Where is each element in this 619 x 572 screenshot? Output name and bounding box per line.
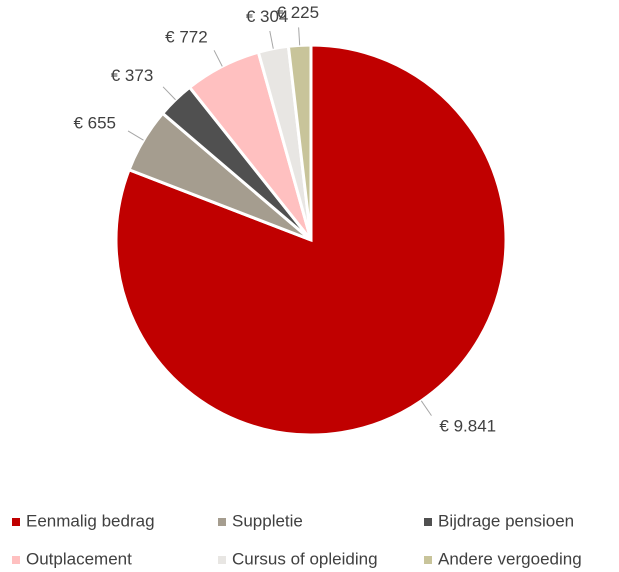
leader-line	[269, 30, 274, 49]
legend-label: Cursus of opleiding	[232, 549, 378, 568]
legend-swatch	[424, 556, 432, 564]
legend-swatch	[218, 518, 226, 526]
data-label: € 772	[165, 27, 208, 46]
leader-line	[127, 130, 144, 141]
data-label: € 655	[73, 113, 116, 132]
legend-swatch	[218, 556, 226, 564]
data-label: € 304	[246, 7, 289, 26]
data-label: € 225	[277, 3, 320, 22]
leader-line	[162, 86, 176, 101]
legend-swatch	[12, 556, 20, 564]
pie-slice	[286, 43, 313, 241]
legend-label: Suppletie	[232, 511, 303, 530]
legend-label: Outplacement	[26, 549, 132, 568]
legend-swatch	[424, 518, 432, 526]
legend-label: Andere vergoeding	[438, 549, 582, 568]
data-label: € 9.841	[439, 417, 496, 436]
leader-line	[420, 400, 432, 416]
leader-line	[213, 50, 223, 67]
legend-label: Eenmalig bedrag	[26, 511, 155, 530]
leader-line	[298, 27, 301, 46]
legend-swatch	[12, 518, 20, 526]
legend-label: Bijdrage pensioen	[438, 511, 574, 530]
data-label: € 373	[111, 66, 154, 85]
